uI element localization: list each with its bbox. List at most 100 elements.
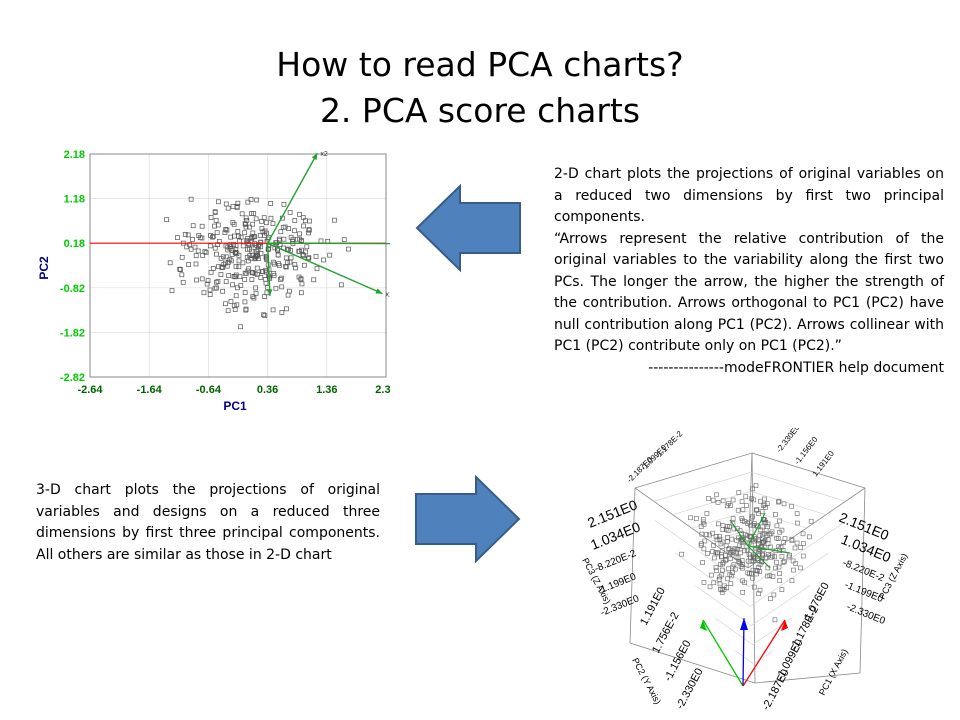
- data-point: [214, 251, 219, 257]
- data-point: [232, 307, 238, 312]
- data-point: [314, 266, 320, 272]
- data-point-3d: [750, 558, 756, 563]
- data-point: [278, 229, 284, 235]
- data-point: [212, 285, 218, 291]
- data-point-3d: [776, 564, 782, 570]
- data-point: [321, 257, 326, 263]
- y-tick-label: -0.82: [60, 283, 85, 295]
- data-point-3d: [789, 578, 795, 583]
- data-point-3d: [719, 548, 725, 553]
- data-point: [286, 226, 291, 231]
- data-point: [201, 290, 207, 296]
- data-point-3d: [701, 546, 707, 552]
- data-point: [279, 284, 285, 290]
- data-point-3d: [729, 536, 735, 542]
- data-point-3d: [755, 568, 760, 574]
- data-point: [296, 274, 302, 280]
- data-point: [192, 244, 198, 250]
- data-point: [258, 239, 263, 245]
- data-point: [345, 246, 351, 252]
- data-point-3d: [756, 591, 761, 596]
- data-point: [223, 301, 228, 307]
- data-point-3d: [791, 567, 796, 573]
- data-point: [200, 253, 206, 258]
- data-point: [218, 272, 224, 277]
- data-point-3d: [773, 565, 778, 571]
- x-tick-label: -2.64: [77, 384, 103, 396]
- x-tick-label: -1.64: [137, 384, 163, 396]
- data-point: [270, 307, 276, 313]
- data-point-3d: [739, 516, 745, 521]
- data-point: [193, 253, 199, 259]
- data-point: [262, 313, 268, 318]
- data-point-3d: [757, 587, 763, 593]
- data-point-3d: [740, 565, 745, 571]
- data-point-3d: [694, 516, 699, 521]
- data-point: [287, 259, 293, 265]
- data-point-3d: [720, 527, 726, 532]
- x-tick-label: 2.36: [375, 384, 390, 396]
- data-point: [250, 221, 256, 227]
- data-point-3d: [739, 543, 745, 549]
- data-point-3d: [699, 541, 704, 547]
- x-tick-label: -0.64: [196, 384, 222, 396]
- data-point: [284, 306, 289, 312]
- data-point-3d: [723, 526, 729, 532]
- data-point-3d: [750, 567, 756, 573]
- data-point-3d: [742, 532, 748, 537]
- data-point-3d: [745, 547, 750, 553]
- data-point: [276, 238, 282, 243]
- data-point: [216, 199, 221, 205]
- data-point-3d: [798, 545, 804, 550]
- data-point: [225, 205, 231, 211]
- data-point-3d: [781, 501, 787, 507]
- data-point: [240, 260, 246, 266]
- data-point: [258, 275, 264, 280]
- data-point: [190, 237, 195, 242]
- data-point: [275, 252, 281, 258]
- data-point: [236, 264, 242, 270]
- data-point-3d: [728, 581, 734, 586]
- data-point-3d: [716, 577, 722, 582]
- data-point-3d: [716, 521, 721, 527]
- data-point: [254, 197, 260, 203]
- slide-title: How to read PCA charts? 2. PCA score cha…: [0, 42, 960, 134]
- data-point-3d: [739, 499, 745, 504]
- data-point: [283, 264, 289, 270]
- data-point: [300, 252, 306, 257]
- data-point: [299, 281, 305, 287]
- y-tick-label: 0.18: [64, 238, 85, 250]
- data-point-3d: [719, 554, 725, 559]
- y-tick-label: -2.82: [60, 372, 85, 384]
- title-line-1: How to read PCA charts?: [276, 45, 684, 84]
- data-point: [208, 233, 213, 238]
- data-point-3d: [730, 521, 736, 526]
- data-point: [255, 253, 260, 259]
- data-point-3d: [700, 560, 705, 565]
- data-point-3d: [762, 545, 768, 551]
- data-point-3d: [750, 513, 755, 519]
- data-point: [208, 269, 214, 275]
- data-point: [226, 273, 232, 279]
- data-point-3d: [795, 520, 800, 526]
- data-point: [207, 287, 213, 293]
- data-point-3d: [769, 529, 775, 535]
- data-point: [244, 255, 250, 260]
- data-point: [297, 249, 302, 254]
- data-point: [311, 277, 317, 283]
- data-point: [227, 257, 233, 262]
- data-point: [262, 294, 267, 299]
- data-point-3d: [720, 539, 726, 545]
- data-point: [177, 266, 183, 272]
- data-point: [169, 288, 175, 293]
- data-point-3d: [698, 524, 704, 529]
- data-point-3d: [747, 554, 753, 560]
- data-point-3d: [751, 497, 756, 503]
- data-point: [215, 222, 221, 228]
- data-point: [258, 250, 264, 256]
- data-point-3d: [800, 553, 806, 559]
- data-point: [212, 210, 218, 215]
- data-point-3d: [765, 551, 771, 557]
- data-point-3d: [726, 546, 732, 551]
- data-point-3d: [777, 518, 782, 524]
